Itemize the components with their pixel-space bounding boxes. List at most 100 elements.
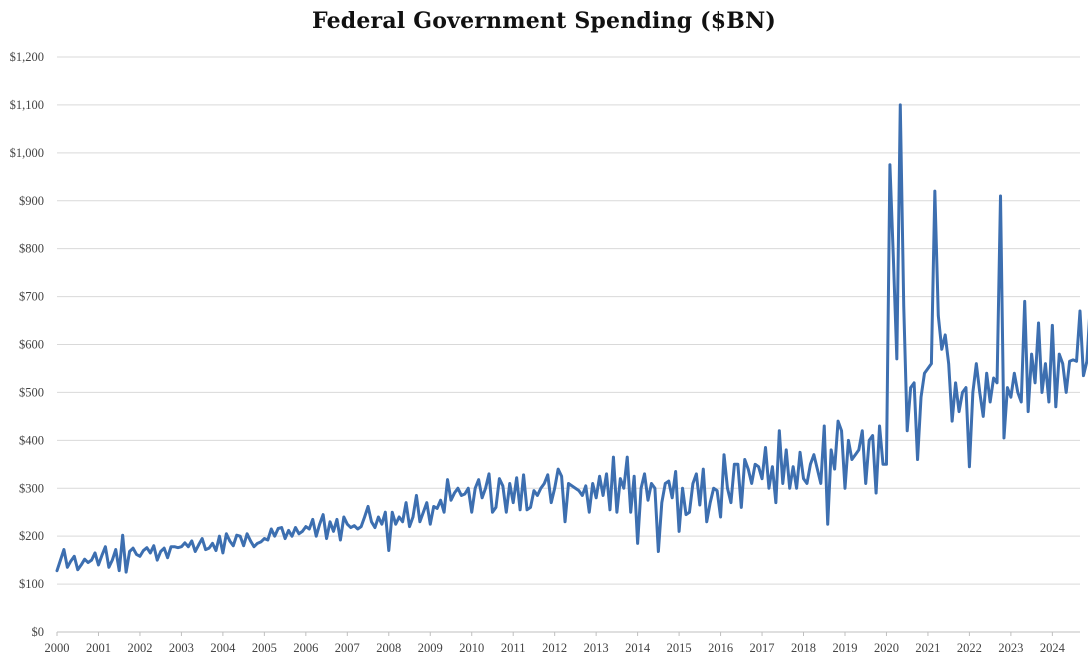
data-point (988, 400, 992, 404)
x-tick-label: 2008 (376, 641, 401, 655)
data-point (149, 551, 152, 555)
data-point (767, 487, 771, 490)
data-point (124, 570, 128, 574)
data-point (757, 465, 760, 468)
data-point (425, 501, 428, 504)
data-point (688, 511, 691, 514)
data-point (1082, 374, 1085, 377)
data-point (985, 372, 988, 375)
data-point (128, 550, 131, 553)
data-point (1061, 362, 1064, 365)
data-point (59, 558, 62, 562)
data-point (287, 529, 290, 532)
x-tick-label: 2020 (874, 641, 899, 655)
data-point (142, 549, 145, 552)
data-point (729, 501, 733, 504)
data-point (263, 537, 266, 540)
data-point (836, 419, 840, 423)
data-point (411, 515, 415, 519)
data-point (591, 482, 594, 485)
data-point (788, 487, 791, 490)
data-point (594, 496, 598, 500)
data-point (62, 548, 66, 551)
data-point (975, 362, 978, 365)
data-point (695, 472, 698, 476)
data-point (404, 501, 408, 504)
data-point (567, 482, 570, 485)
data-point (1058, 352, 1061, 356)
data-point (525, 508, 529, 512)
data-point (308, 527, 311, 531)
data-point (394, 522, 397, 526)
data-point (674, 470, 677, 473)
data-point (467, 487, 470, 490)
data-point (166, 556, 169, 559)
data-point (318, 522, 321, 526)
data-point (667, 479, 670, 483)
data-point (867, 439, 871, 442)
data-point (301, 530, 304, 533)
data-point (947, 362, 950, 365)
data-point (529, 506, 532, 509)
data-point (169, 545, 173, 548)
data-point (657, 550, 660, 553)
x-tick-label: 2016 (708, 641, 733, 655)
data-point (180, 545, 183, 548)
data-point (961, 391, 964, 394)
x-tick-label: 2023 (998, 641, 1023, 655)
data-point (588, 511, 591, 514)
data-point (639, 487, 643, 490)
x-tick-label: 2000 (45, 641, 70, 655)
data-point (871, 434, 874, 437)
data-point (795, 487, 798, 490)
data-point (194, 550, 197, 553)
data-point (470, 511, 473, 514)
data-point (909, 386, 912, 389)
data-point (781, 482, 784, 485)
data-point (463, 492, 467, 496)
data-point (242, 544, 245, 547)
data-point (480, 496, 484, 500)
data-point (1044, 362, 1047, 365)
data-point (339, 538, 342, 542)
x-tick-label: 2019 (832, 641, 857, 655)
data-point (978, 391, 981, 394)
data-point (214, 549, 218, 552)
data-point (964, 386, 968, 389)
data-point (1030, 352, 1033, 356)
data-point (93, 551, 97, 555)
data-point (861, 429, 864, 432)
data-point (83, 557, 86, 561)
data-point (722, 453, 726, 456)
x-tick-label: 2006 (293, 641, 318, 655)
x-tick-label: 2011 (501, 641, 526, 655)
data-point (819, 482, 822, 485)
data-point (726, 487, 729, 490)
data-point (888, 163, 892, 167)
data-point (76, 568, 79, 571)
data-point (249, 539, 252, 543)
data-point (629, 511, 632, 514)
data-point (539, 487, 543, 490)
data-point (660, 501, 664, 504)
data-point (843, 487, 847, 490)
data-point (892, 257, 895, 260)
data-point (601, 494, 605, 497)
data-point (373, 526, 377, 529)
data-point (69, 559, 73, 563)
data-point (114, 548, 117, 551)
data-point (750, 482, 753, 485)
data-point (1009, 396, 1013, 399)
data-point (864, 482, 867, 485)
data-point (197, 543, 200, 546)
data-point (736, 463, 740, 466)
data-point (256, 542, 259, 545)
series (55, 103, 1088, 574)
data-point (902, 304, 905, 308)
data-point (297, 532, 301, 535)
data-point (802, 477, 805, 480)
data-point (1020, 400, 1023, 404)
data-point (840, 429, 843, 432)
data-point (857, 448, 861, 452)
